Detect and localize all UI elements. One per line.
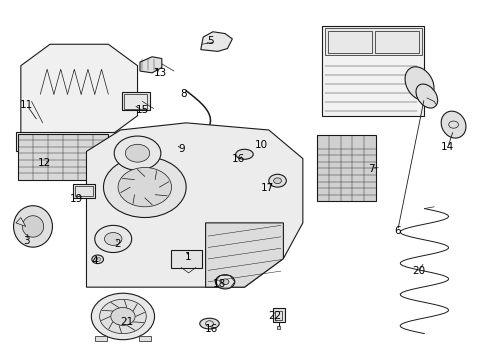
Text: 3: 3 [23,236,30,246]
Circle shape [268,174,286,187]
Circle shape [221,279,228,285]
Text: 12: 12 [38,158,51,168]
Circle shape [95,225,131,252]
Circle shape [111,307,135,325]
Text: 11: 11 [20,100,33,110]
Bar [16,132,137,152]
Text: 15: 15 [136,105,149,115]
Text: 16: 16 [204,324,218,334]
Circle shape [91,293,154,340]
Polygon shape [205,223,283,287]
Circle shape [273,178,281,184]
Bar [123,94,147,109]
Polygon shape [16,217,26,226]
Bar [19,134,108,180]
Ellipse shape [415,84,437,108]
Circle shape [141,143,149,148]
Ellipse shape [440,111,465,138]
Bar [327,31,371,53]
Text: 21: 21 [120,317,133,327]
Polygon shape [86,123,302,287]
Bar [73,184,95,198]
Text: 8: 8 [180,89,186,99]
Circle shape [95,257,101,261]
Ellipse shape [235,149,253,159]
Text: 16: 16 [232,154,245,164]
Circle shape [215,275,234,289]
Text: 4: 4 [91,256,98,266]
Text: 14: 14 [440,142,453,152]
Circle shape [100,299,146,334]
Text: 5: 5 [207,36,213,46]
Text: 19: 19 [70,194,83,203]
Bar [374,31,418,53]
Circle shape [92,255,103,264]
Bar [95,336,107,342]
Ellipse shape [200,318,219,329]
Bar [139,336,150,342]
Ellipse shape [14,206,52,247]
Bar [272,308,285,322]
Polygon shape [201,32,232,51]
Polygon shape [140,57,162,73]
Text: 2: 2 [114,239,120,249]
Bar [170,249,202,267]
Polygon shape [256,137,268,148]
Ellipse shape [22,216,43,237]
Bar [75,186,93,197]
Ellipse shape [404,67,433,100]
Circle shape [104,233,122,246]
Text: 13: 13 [154,68,167,78]
Circle shape [118,167,171,207]
Text: 10: 10 [254,140,267,150]
Text: 20: 20 [411,266,424,276]
Bar [324,28,421,55]
Circle shape [114,136,161,170]
Text: 6: 6 [393,226,400,236]
Bar [317,135,375,202]
Circle shape [103,157,186,217]
Polygon shape [21,44,137,137]
Text: 17: 17 [261,183,274,193]
Bar [276,326,280,329]
Text: 1: 1 [185,252,191,262]
Text: 22: 22 [267,311,281,321]
Bar [122,92,150,111]
Bar [275,311,282,320]
Text: 18: 18 [212,279,225,289]
Text: 7: 7 [368,163,374,174]
Circle shape [125,144,149,162]
Text: 9: 9 [178,144,184,154]
Polygon shape [322,26,424,116]
